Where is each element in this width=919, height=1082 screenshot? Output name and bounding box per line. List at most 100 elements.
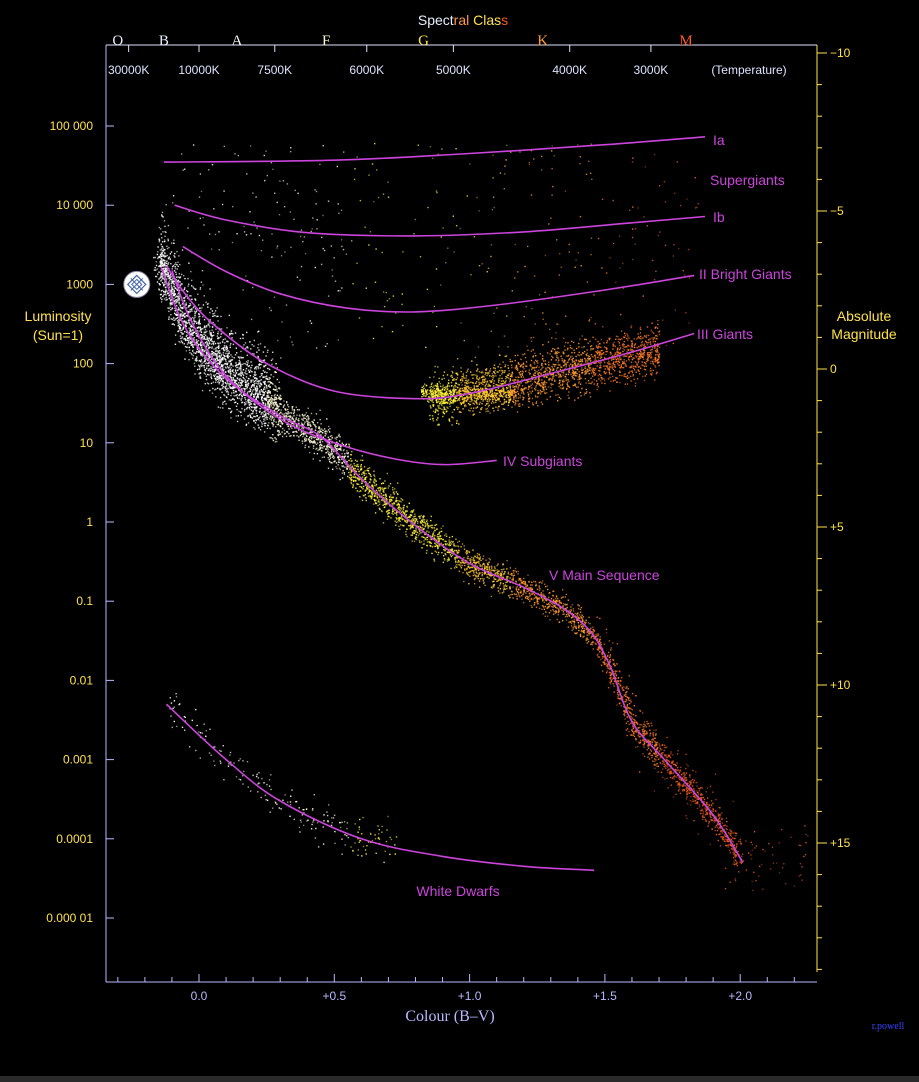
star-point — [241, 388, 243, 390]
star-point — [162, 231, 164, 233]
star-point — [280, 422, 282, 424]
star-point — [287, 425, 290, 428]
star-point — [430, 524, 433, 527]
star-point — [202, 328, 204, 330]
star-point — [326, 447, 329, 449]
star-point — [364, 470, 366, 472]
star-point — [512, 570, 515, 572]
star-point — [263, 397, 265, 400]
star-point — [490, 569, 493, 571]
star-point — [178, 324, 180, 326]
star-point — [181, 315, 183, 317]
star-point — [253, 395, 255, 397]
star-point — [429, 525, 431, 527]
star-point — [329, 454, 331, 457]
star-point — [489, 571, 491, 573]
star-point — [195, 320, 197, 323]
star-point — [305, 439, 308, 441]
star-point — [219, 388, 221, 390]
star-point — [395, 498, 397, 500]
star-point — [167, 273, 169, 275]
star-point — [206, 330, 208, 333]
star-point — [356, 465, 358, 468]
star-point — [379, 478, 381, 480]
star-point — [484, 584, 486, 587]
star-point — [387, 515, 389, 517]
star-point — [623, 706, 625, 708]
star-point — [177, 322, 179, 324]
star-point — [208, 338, 211, 340]
star-point — [259, 393, 261, 395]
star-point — [419, 526, 422, 528]
star-point — [452, 541, 454, 543]
star-point — [373, 478, 376, 480]
star-point — [286, 431, 288, 433]
star-point — [512, 597, 514, 599]
star-point — [249, 369, 252, 371]
star-point — [226, 348, 228, 351]
star-point — [240, 383, 242, 385]
star-point — [606, 670, 608, 672]
star-point — [270, 422, 273, 424]
star-point — [210, 376, 212, 378]
star-point — [438, 540, 440, 543]
star-point — [721, 812, 723, 814]
star-point — [173, 239, 175, 241]
star-point — [667, 768, 670, 770]
star-point — [218, 376, 220, 378]
star-point — [175, 318, 177, 320]
star-point — [173, 317, 175, 319]
star-point — [578, 617, 580, 620]
star-point — [733, 837, 735, 840]
star-point — [557, 600, 559, 602]
star-point — [162, 274, 164, 276]
star-point — [186, 291, 189, 293]
star-point — [531, 587, 533, 589]
star-point — [248, 407, 251, 409]
star-point — [581, 618, 584, 620]
star-point — [643, 744, 646, 746]
star-point — [530, 598, 532, 600]
star-point — [511, 593, 514, 596]
star-point — [197, 345, 199, 347]
star-point — [496, 564, 498, 567]
star-point — [725, 844, 727, 847]
star-point — [288, 415, 290, 417]
star-point — [613, 677, 615, 680]
star-point — [426, 523, 429, 526]
star-point — [503, 573, 505, 575]
star-point — [259, 385, 262, 387]
star-point — [706, 813, 708, 815]
star-point — [284, 408, 286, 410]
star-point — [219, 362, 221, 364]
star-point — [531, 588, 534, 590]
star-point — [310, 437, 313, 440]
star-point — [373, 482, 376, 484]
star-point — [325, 433, 327, 435]
star-point — [195, 357, 197, 360]
star-point — [194, 359, 196, 361]
star-point — [529, 595, 531, 597]
star-point — [649, 752, 651, 754]
star-point — [192, 357, 194, 359]
star-point — [244, 394, 246, 396]
star-point — [225, 367, 227, 369]
star-point — [381, 510, 383, 513]
star-point — [390, 500, 392, 502]
star-point — [333, 457, 335, 460]
star-point — [573, 623, 575, 625]
star-point — [317, 449, 319, 451]
star-point — [183, 275, 185, 277]
star-point — [612, 683, 614, 685]
star-point — [255, 377, 257, 379]
star-point — [446, 560, 449, 562]
star-point — [633, 705, 635, 707]
star-point — [536, 601, 538, 603]
star-point — [296, 435, 298, 437]
star-point — [534, 581, 537, 583]
star-point — [648, 740, 650, 742]
star-point — [406, 510, 408, 512]
star-point — [250, 393, 252, 395]
star-point — [523, 589, 526, 591]
star-point — [350, 471, 352, 473]
